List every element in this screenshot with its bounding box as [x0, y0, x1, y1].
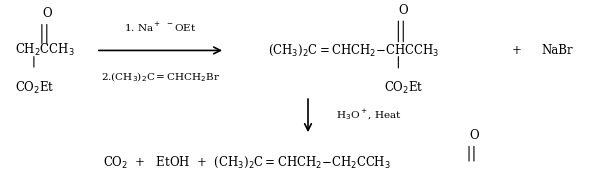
Text: CO$_2$Et: CO$_2$Et [15, 80, 54, 96]
Text: O: O [469, 129, 479, 142]
Text: CO$_2$  +   EtOH  +  (CH$_3$)$_2$C$=$CHCH$_2$$-$CH$_2$CCH$_3$: CO$_2$ + EtOH + (CH$_3$)$_2$C$=$CHCH$_2$… [103, 154, 391, 170]
Text: NaBr: NaBr [541, 44, 573, 57]
Text: CH$_2$CCH$_3$: CH$_2$CCH$_3$ [15, 42, 75, 58]
Text: CO$_2$Et: CO$_2$Et [384, 80, 423, 96]
Text: +: + [512, 44, 522, 57]
Text: (CH$_3$)$_2$C$=$CHCH$_2$$-$CHCCH$_3$: (CH$_3$)$_2$C$=$CHCH$_2$$-$CHCCH$_3$ [269, 43, 440, 58]
Text: O: O [42, 7, 52, 20]
Text: 2.(CH$_3$)$_2$C$=$CHCH$_2$Br: 2.(CH$_3$)$_2$C$=$CHCH$_2$Br [101, 71, 220, 84]
Text: H$_3$O$^+$, Heat: H$_3$O$^+$, Heat [336, 107, 402, 122]
Text: 1. Na$^+$ $^-$OEt: 1. Na$^+$ $^-$OEt [124, 20, 197, 34]
Text: O: O [399, 4, 408, 17]
